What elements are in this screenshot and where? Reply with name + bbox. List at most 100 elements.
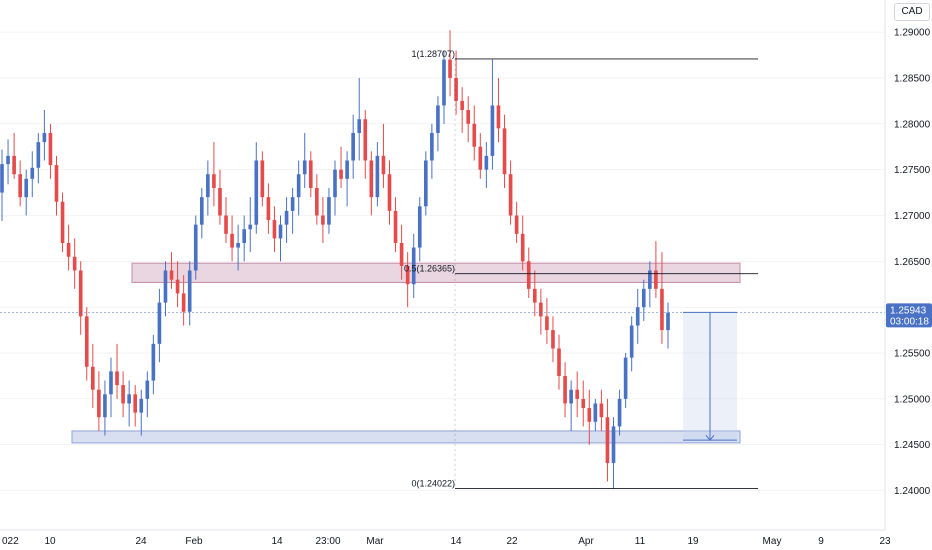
x-tick-label: 24 (135, 536, 147, 547)
candle (411, 233, 416, 299)
candle (466, 96, 471, 143)
y-tick-label: 1.25500 (894, 349, 931, 360)
candle-body (514, 215, 519, 234)
projection-arrow-head (705, 434, 715, 441)
price-axis[interactable]: 1.29000 1.28500 1.28000 1.27500 1.27000 1.265… (894, 28, 931, 497)
candle (175, 261, 180, 308)
candle-body (635, 307, 640, 326)
x-tick-label: May (763, 536, 782, 547)
projection-range[interactable] (683, 311, 737, 441)
candle-body (339, 169, 343, 179)
x-tick-label: 11 (635, 536, 646, 547)
candle (54, 155, 59, 216)
candle (12, 132, 16, 179)
candle (563, 362, 567, 418)
candle (6, 139, 10, 185)
y-tick-label: 1.28000 (894, 119, 931, 130)
candle (139, 389, 144, 436)
candle-body (266, 197, 271, 221)
y-tick-label: 1.24000 (894, 486, 931, 497)
candle (381, 123, 386, 188)
candle-body (212, 174, 216, 188)
candles (0, 30, 670, 489)
candle (430, 123, 434, 179)
candle-body (551, 330, 555, 349)
candle-body (296, 174, 301, 198)
candle-body (545, 316, 549, 331)
candle (611, 417, 616, 489)
x-tick-label: 9 (818, 536, 824, 547)
candle-body (496, 105, 501, 129)
candle (581, 380, 586, 427)
x-tick-label: 10 (44, 536, 56, 547)
candle-body (157, 302, 162, 344)
candle-body (575, 389, 579, 399)
candle-body (654, 270, 658, 289)
candle (84, 307, 89, 381)
candle (490, 59, 495, 170)
candle (375, 142, 380, 207)
x-tick-label: 14 (450, 536, 462, 547)
candle-body (593, 403, 598, 422)
candle-body (199, 197, 204, 225)
candle-body (557, 348, 561, 376)
candle-body (284, 210, 289, 225)
candle-body (145, 380, 150, 399)
candle-body (448, 59, 452, 78)
currency-badge[interactable]: CAD (894, 3, 930, 21)
candle (224, 197, 228, 243)
candle (24, 169, 29, 216)
candle-body (175, 279, 180, 294)
candle (218, 169, 222, 225)
candle (327, 187, 331, 234)
candle-body (84, 316, 89, 367)
candle-body (660, 288, 664, 331)
y-tick-label: 1.26500 (894, 257, 931, 268)
candle-body (24, 178, 29, 198)
candle-body (254, 160, 259, 225)
candle-body (66, 242, 71, 257)
candle (78, 261, 83, 335)
candle (181, 275, 186, 326)
candle-body (224, 215, 228, 234)
candle-body (248, 224, 253, 230)
candle (169, 252, 174, 289)
candle (654, 241, 658, 299)
y-tick-label: 1.29000 (894, 28, 931, 39)
candle-body (569, 389, 573, 404)
candle-body (478, 146, 483, 170)
candle (617, 389, 622, 436)
candle-body (490, 105, 495, 156)
candle (91, 343, 95, 409)
candle (121, 371, 125, 418)
time-axis[interactable]: 022 10 24 Feb 14 23:00 Mar 14 22 Apr 11 19 May 9 23 (2, 536, 891, 547)
candle-body (193, 224, 198, 271)
candle (36, 132, 41, 184)
candle-body (278, 224, 283, 239)
candle-body (387, 174, 392, 211)
candle (436, 96, 440, 152)
candle-body (121, 385, 125, 404)
candle (539, 288, 543, 335)
grid-lines (0, 31, 885, 491)
candle (575, 371, 579, 418)
candle-body (424, 160, 428, 207)
candle (308, 151, 313, 198)
candle (514, 201, 519, 243)
candle (115, 343, 119, 399)
candle (448, 30, 452, 97)
candle-body (587, 408, 592, 422)
fibonacci-retracement[interactable]: 1(1.28707) 0.5(1.26365) 0(1.24022) (404, 49, 758, 489)
candle (569, 380, 573, 431)
candle-body (351, 132, 355, 161)
candle (648, 261, 652, 308)
candle-body (405, 265, 410, 285)
candle (151, 334, 156, 395)
candle-body (109, 371, 113, 395)
candle-body (345, 160, 349, 179)
candle-body (115, 371, 119, 386)
candle-body (242, 229, 246, 243)
candle (369, 151, 374, 216)
candle (72, 238, 77, 289)
